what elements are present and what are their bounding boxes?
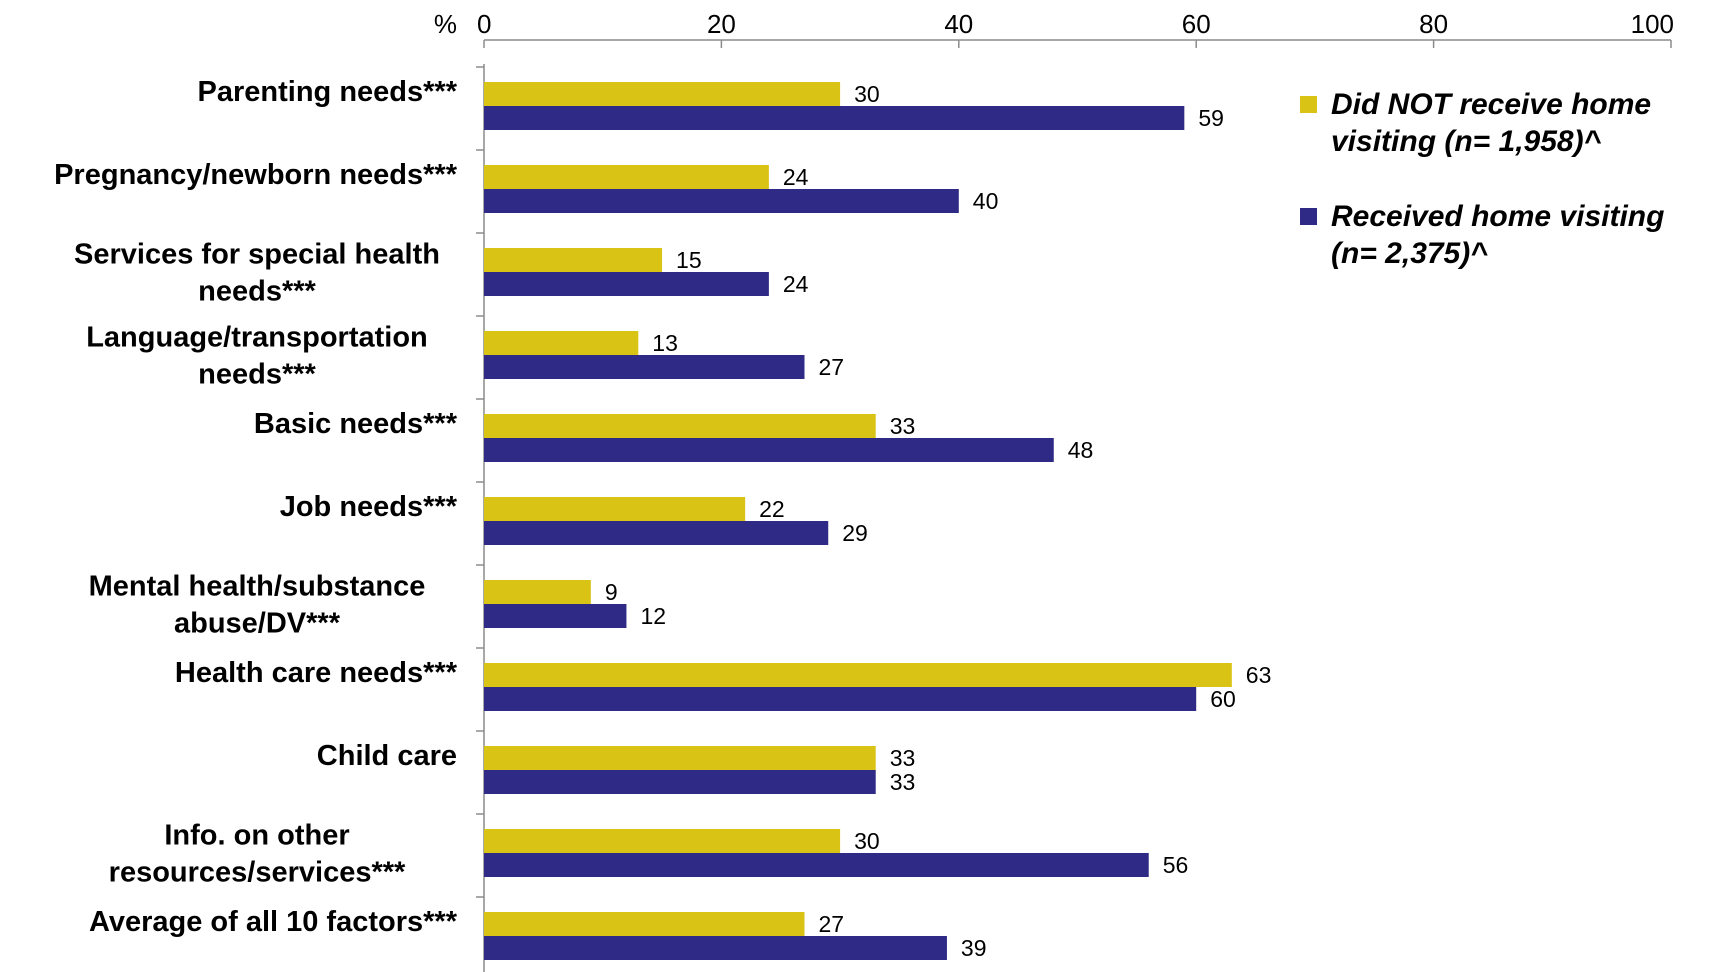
- category-label-line: Mental health/substance: [89, 571, 426, 603]
- x-tick-label: 80: [1419, 9, 1448, 39]
- category-label: Pregnancy/newborn needs***: [54, 159, 458, 191]
- bar-not-received: [484, 331, 639, 355]
- category-label: Average of all 10 factors***: [89, 906, 458, 938]
- bar-value-label: 30: [854, 81, 880, 107]
- bar-received: [484, 272, 769, 296]
- category-label-line: needs***: [198, 359, 316, 391]
- bar-received: [484, 770, 876, 794]
- x-tick-label: 100: [1631, 9, 1674, 39]
- x-tick-label: 0: [477, 9, 491, 39]
- bar-received: [484, 853, 1149, 877]
- bar-value-label: 27: [818, 911, 844, 937]
- legend-swatch-received: [1300, 208, 1317, 225]
- category-label: Info. on other resources/services***: [109, 820, 406, 889]
- category-label-line: Language/transportation: [86, 322, 428, 354]
- bar-value-label: 33: [890, 769, 916, 795]
- bar-value-label: 33: [890, 745, 916, 771]
- legend-label: Received home visiting (n= 2,375)^: [1331, 200, 1664, 270]
- legend: Did NOT receive home visiting (n= 1,958)^…: [1300, 88, 1664, 270]
- bar-not-received: [484, 497, 746, 521]
- bar-value-label: 27: [818, 354, 844, 380]
- category-label: Parenting needs***: [198, 76, 458, 108]
- category-label: Basic needs***: [254, 408, 458, 440]
- bar-value-label: 39: [961, 935, 987, 961]
- bar-not-received: [484, 248, 663, 272]
- legend-label-line: visiting (n= 1,958)^: [1331, 125, 1602, 158]
- bar-value-label: 56: [1163, 852, 1189, 878]
- bar-value-label: 15: [676, 247, 702, 273]
- category-label-line: resources/services***: [109, 857, 406, 889]
- bar-value-label: 60: [1210, 686, 1236, 712]
- bar-received: [484, 521, 829, 545]
- bar-not-received: [484, 580, 591, 604]
- category-label: Health care needs***: [175, 657, 458, 689]
- bar-not-received: [484, 746, 876, 770]
- bar-received: [484, 687, 1197, 711]
- category-label-line: needs***: [198, 276, 316, 308]
- category-label-line: abuse/DV***: [174, 608, 341, 640]
- axis-unit-label: %: [434, 9, 457, 39]
- bar-received: [484, 438, 1054, 462]
- bar-value-label: 24: [783, 271, 809, 297]
- bar-value-label: 48: [1068, 437, 1094, 463]
- legend-label: Did NOT receive home visiting (n= 1,958)^: [1331, 88, 1651, 158]
- bar-value-label: 30: [854, 828, 880, 854]
- bar-value-label: 9: [605, 579, 618, 605]
- bar-value-label: 29: [842, 520, 868, 546]
- category-label-line: Info. on other: [164, 820, 349, 852]
- bar-received: [484, 604, 627, 628]
- legend-label-line: (n= 2,375)^: [1331, 237, 1488, 270]
- category-label: Services for special health needs***: [74, 239, 440, 308]
- bar-not-received: [484, 663, 1232, 687]
- legend-label-line: Received home visiting: [1331, 200, 1664, 233]
- category-label-line: Services for special health: [74, 239, 440, 271]
- x-axis: 0 20 40 60 80 100: [476, 9, 1674, 972]
- data-labels: 3059244015241327334822299126360333330562…: [605, 81, 1272, 961]
- bar-value-label: 22: [759, 496, 785, 522]
- bar-value-label: 40: [973, 188, 999, 214]
- category-label: Child care: [317, 740, 457, 772]
- bar-value-label: 24: [783, 164, 809, 190]
- bar-received: [484, 936, 947, 960]
- bar-value-label: 12: [640, 603, 666, 629]
- category-label: Job needs***: [280, 491, 458, 523]
- category-label: Language/transportation needs***: [86, 322, 428, 391]
- bar-not-received: [484, 829, 841, 853]
- bar-value-label: 13: [652, 330, 678, 356]
- bar-received: [484, 189, 959, 213]
- bar-not-received: [484, 414, 876, 438]
- bar-not-received: [484, 82, 841, 106]
- legend-swatch-not-received: [1300, 96, 1317, 113]
- bar-value-label: 63: [1246, 662, 1272, 688]
- bar-value-label: 33: [890, 413, 916, 439]
- bar-not-received: [484, 912, 805, 936]
- bar-received: [484, 355, 805, 379]
- legend-label-line: Did NOT receive home: [1331, 88, 1651, 121]
- bar-value-label: 59: [1198, 105, 1224, 131]
- x-tick-label: 40: [944, 9, 973, 39]
- x-tick-label: 20: [707, 9, 736, 39]
- bar-received: [484, 106, 1185, 130]
- category-label: Mental health/substance abuse/DV***: [89, 571, 426, 640]
- category-labels: Parenting needs*** Pregnancy/newborn need…: [54, 76, 458, 938]
- bars: [484, 82, 1232, 960]
- bar-not-received: [484, 165, 769, 189]
- x-tick-label: 60: [1182, 9, 1211, 39]
